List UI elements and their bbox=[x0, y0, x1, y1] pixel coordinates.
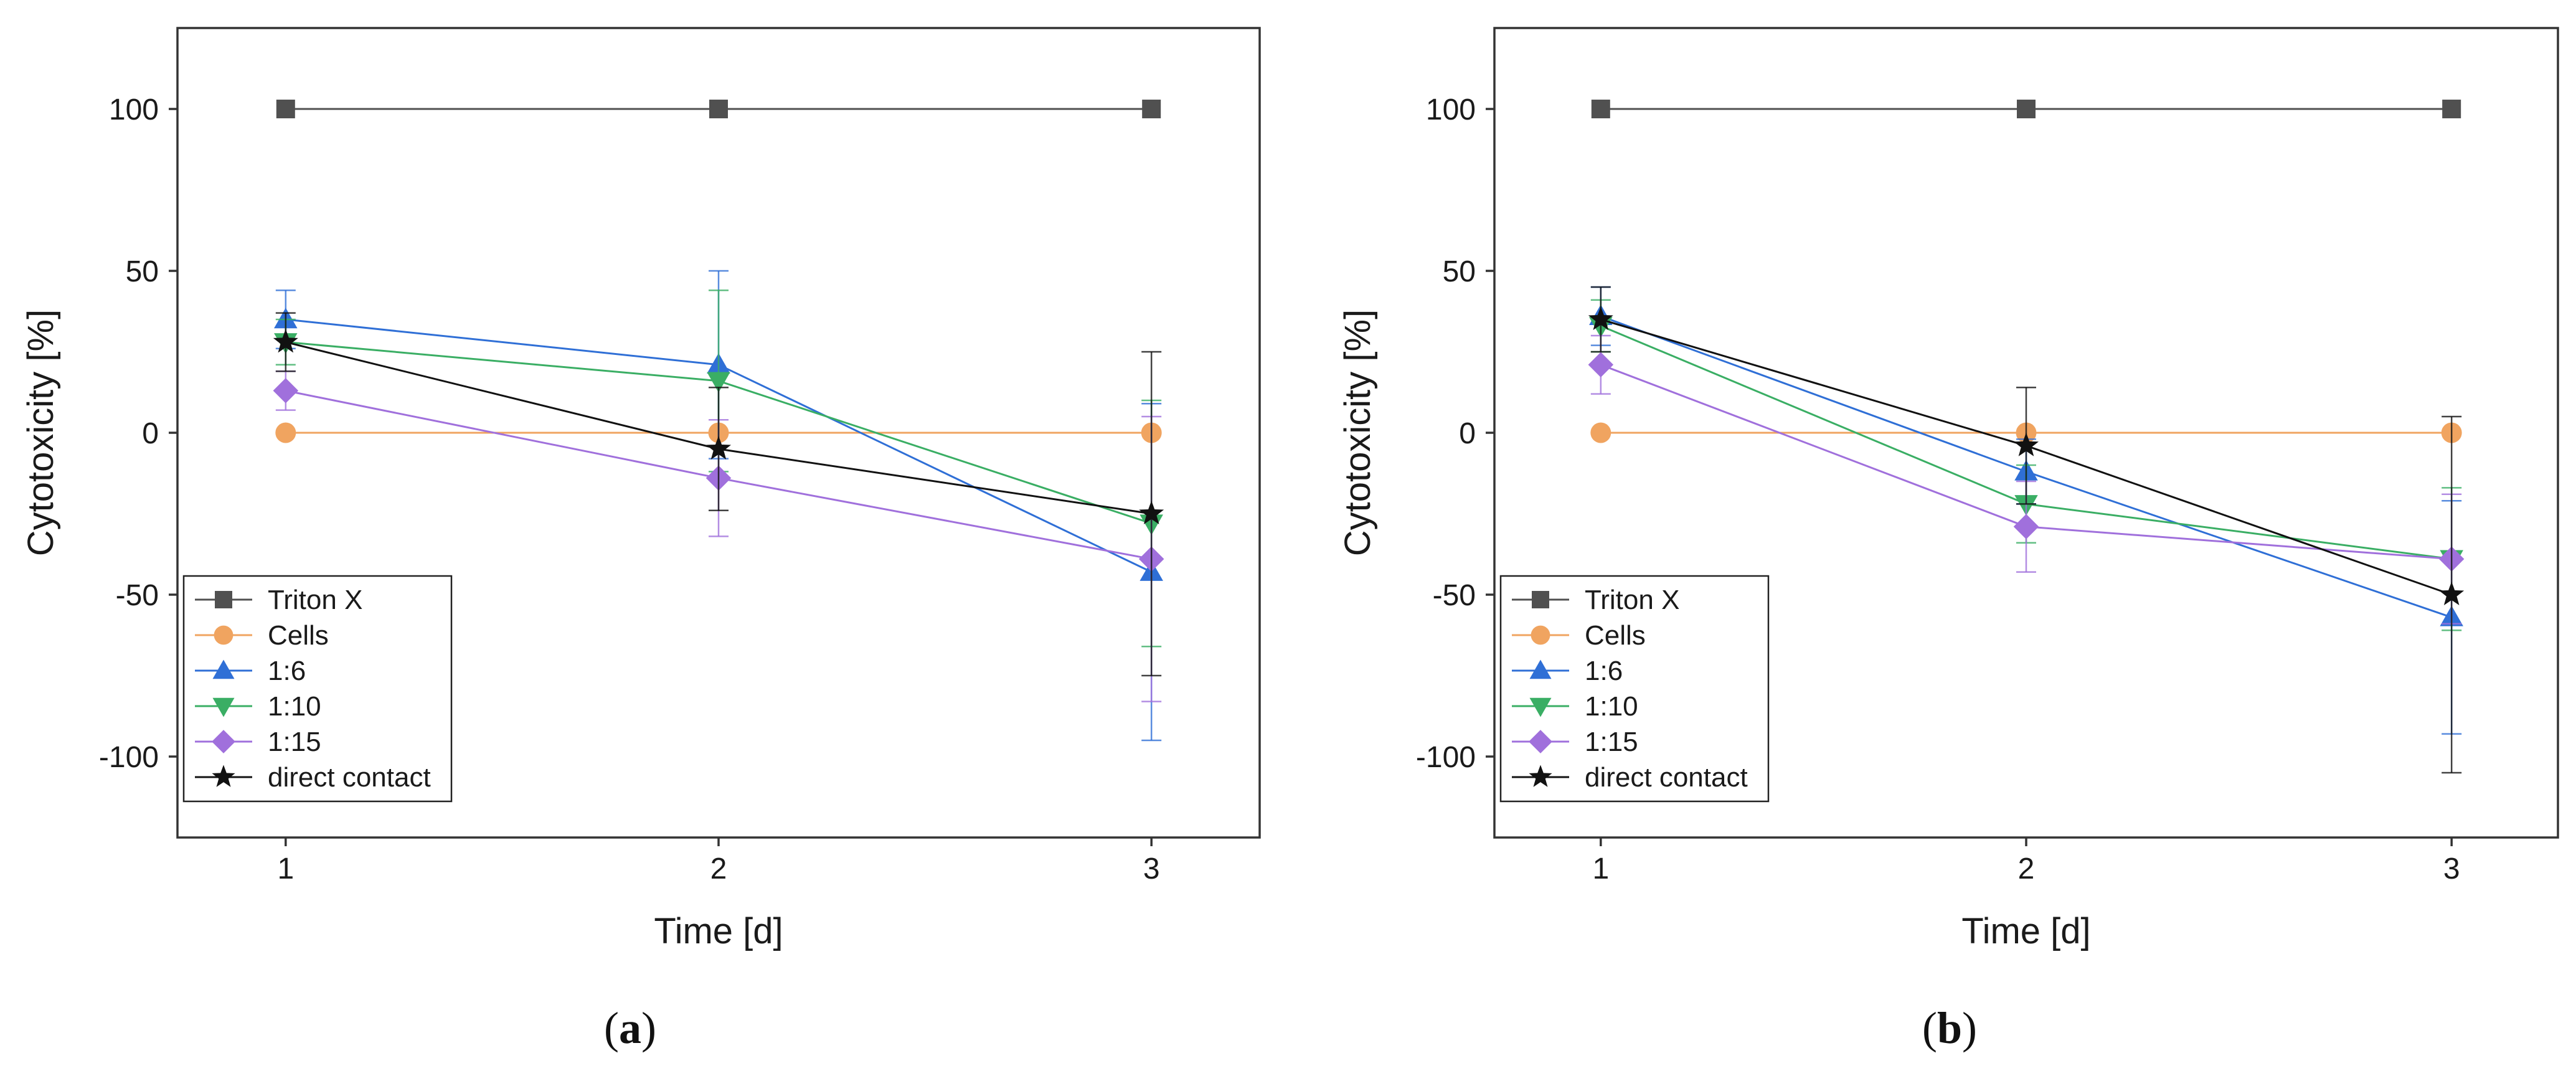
data-point bbox=[2017, 100, 2036, 118]
legend-marker bbox=[1531, 625, 1550, 645]
y-tick-label: -100 bbox=[99, 741, 159, 774]
legend: Triton X Cells 1:6 1:10 1:15 direct contact bbox=[182, 575, 453, 803]
data-point bbox=[276, 100, 295, 118]
series-triton-x bbox=[276, 100, 1161, 118]
legend-marker bbox=[212, 765, 235, 787]
legend-label: Triton X bbox=[268, 585, 362, 615]
legend-marker bbox=[212, 697, 235, 717]
legend-marker bbox=[212, 659, 235, 679]
legend-label: 1:15 bbox=[1585, 727, 1638, 757]
x-axis-title: Time [d] bbox=[654, 911, 783, 951]
x-tick-label: 2 bbox=[2018, 852, 2035, 885]
x-tick-label: 1 bbox=[277, 852, 294, 885]
y-tick-label: -100 bbox=[1416, 741, 1476, 774]
panel-b-chart: -100 -50 0 50 100 1 2 3 Time [d] Cytotoxicity [%]… bbox=[1338, 27, 2559, 951]
data-point bbox=[2013, 514, 2039, 540]
data-point bbox=[2439, 582, 2465, 605]
y-axis-title: Cytotoxicity [%] bbox=[21, 309, 61, 556]
legend-marker bbox=[215, 591, 232, 608]
legend-label: 1:6 bbox=[268, 656, 306, 686]
x-tick-label: 2 bbox=[710, 852, 727, 885]
y-tick-label: 0 bbox=[1459, 417, 1476, 450]
data-point bbox=[273, 378, 299, 403]
y-tick-label: -50 bbox=[1433, 579, 1476, 612]
data-point bbox=[1588, 352, 1614, 378]
data-point bbox=[707, 372, 730, 393]
y-tick-label: 100 bbox=[109, 93, 159, 126]
y-tick-label: 50 bbox=[126, 255, 159, 288]
data-point bbox=[1588, 306, 1613, 330]
legend-label: 1:10 bbox=[268, 691, 321, 722]
series-direct-contact bbox=[1588, 286, 2465, 774]
legend: Triton X Cells 1:6 1:10 1:15 direct contact bbox=[1499, 575, 1770, 803]
x-tick-label: 3 bbox=[1143, 852, 1160, 885]
x-tick-label: 1 bbox=[1592, 852, 1609, 885]
legend-label: direct contact bbox=[1585, 762, 1748, 793]
data-point bbox=[1139, 501, 1164, 524]
y-tick-label: -50 bbox=[116, 579, 159, 612]
x-tick-label: 3 bbox=[2443, 852, 2460, 885]
data-point bbox=[1590, 422, 1611, 443]
legend-marker bbox=[1529, 659, 1552, 679]
data-point bbox=[2442, 100, 2461, 118]
legend-marker bbox=[212, 730, 235, 753]
series-triton-x bbox=[1591, 100, 2461, 118]
series-direct-contact bbox=[273, 312, 1164, 677]
legend-label: Cells bbox=[1585, 620, 1646, 651]
x-axis-title: Time [d] bbox=[1961, 911, 2090, 951]
legend-label: 1:10 bbox=[1585, 691, 1638, 722]
legend-box bbox=[182, 575, 453, 803]
legend-label: Cells bbox=[268, 620, 329, 651]
y-axis-title: Cytotoxicity [%] bbox=[1338, 309, 1378, 556]
data-point bbox=[1142, 100, 1161, 118]
legend-label: direct contact bbox=[268, 762, 431, 793]
data-point bbox=[273, 329, 298, 353]
y-tick-label: 50 bbox=[1443, 255, 1476, 288]
caption-b: (b) bbox=[1922, 1003, 1978, 1053]
data-point bbox=[706, 436, 731, 460]
legend-marker bbox=[1529, 730, 1552, 753]
y-tick-label: 100 bbox=[1426, 93, 1476, 126]
legend-marker bbox=[214, 625, 234, 645]
legend-box bbox=[1499, 575, 1770, 803]
data-point bbox=[1591, 100, 1610, 118]
data-point bbox=[275, 422, 296, 443]
panel-a-chart: -100 -50 0 50 100 1 2 3 Time [d] Cytotoxicity [%]… bbox=[21, 27, 1261, 951]
data-point bbox=[709, 100, 728, 118]
legend-marker bbox=[1532, 591, 1549, 608]
caption-a: (a) bbox=[604, 1003, 656, 1053]
legend-label: 1:15 bbox=[268, 727, 321, 757]
y-tick-label: 0 bbox=[142, 417, 159, 450]
legend-label: 1:6 bbox=[1585, 656, 1623, 686]
data-point bbox=[2014, 432, 2039, 456]
legend-marker bbox=[1529, 765, 1552, 787]
legend-marker bbox=[1529, 697, 1552, 717]
legend-label: Triton X bbox=[1585, 585, 1679, 615]
